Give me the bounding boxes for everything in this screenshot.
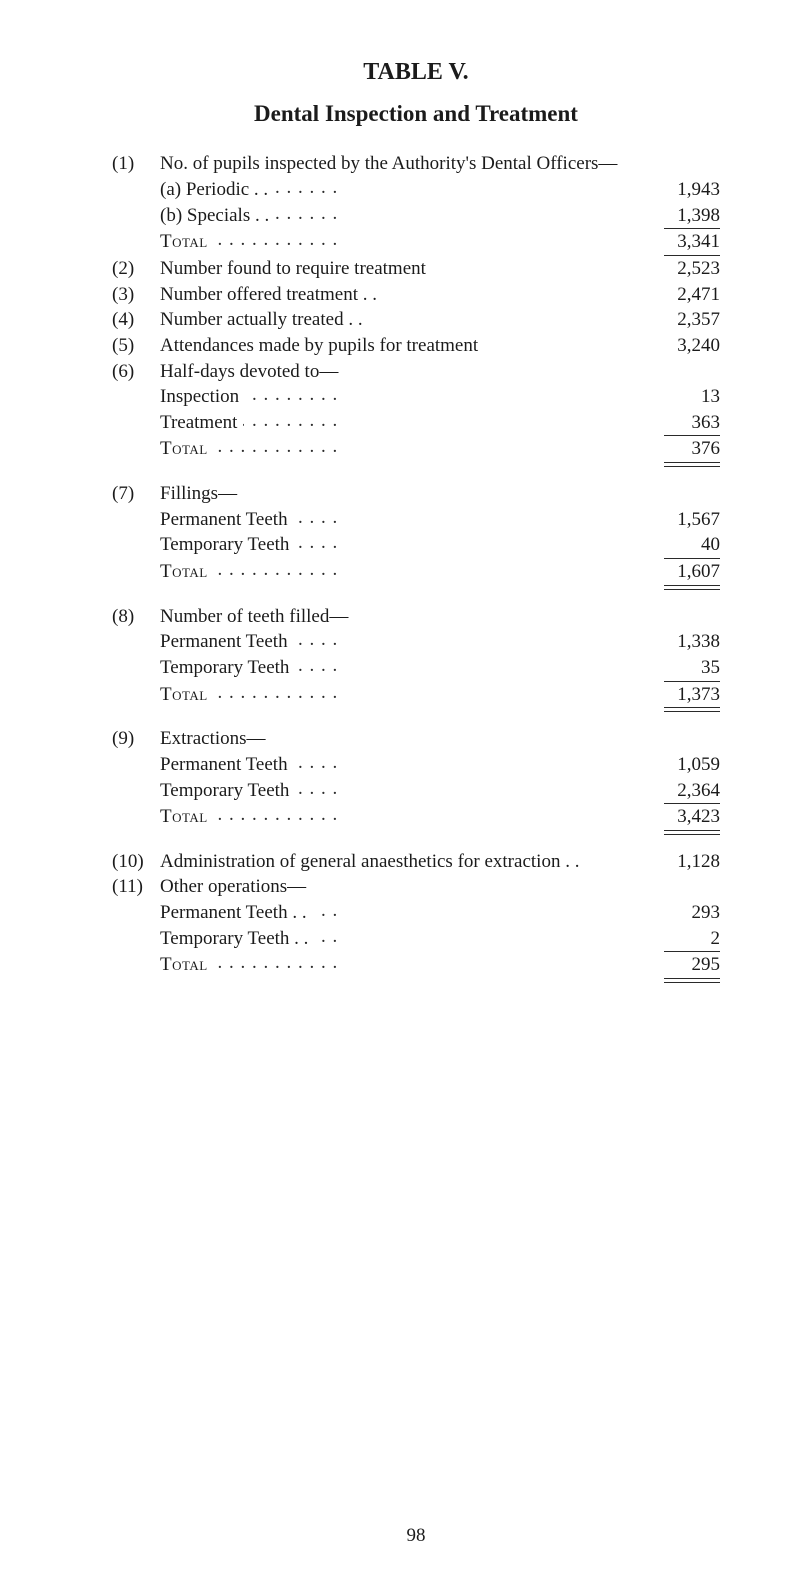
row-6a-label: Inspection	[160, 384, 634, 410]
row-11-total-val: 295	[634, 952, 720, 978]
row-8a-label: Permanent Teeth	[160, 629, 634, 655]
row-num-4: (4)	[112, 307, 160, 333]
double-rule	[664, 978, 720, 983]
row-1-total-label: Total	[160, 229, 634, 255]
row-8a-val: 1,338	[634, 629, 720, 655]
row-8b-val: 35	[634, 655, 720, 681]
row-6b-label: Treatment	[160, 410, 634, 436]
row-7a-val: 1,567	[634, 507, 720, 533]
row-8-label: Number of teeth filled—	[160, 604, 634, 630]
row-7-total-label: Total	[160, 559, 634, 585]
row-5-label: Attendances made by pupils for treatment	[160, 333, 634, 359]
dental-table: (1) No. of pupils inspected by the Autho…	[112, 151, 720, 983]
row-8-total-label: Total	[160, 682, 634, 708]
row-3-val: 2,471	[634, 282, 720, 308]
row-9a-val: 1,059	[634, 752, 720, 778]
row-num-11: (11)	[112, 874, 160, 900]
row-6-total-val: 376	[634, 436, 720, 462]
row-2-val: 2,523	[634, 256, 720, 282]
double-rule	[664, 830, 720, 835]
row-11a-val: 293	[634, 900, 720, 926]
row-1b-val: 1,398	[634, 203, 720, 229]
row-4-val: 2,357	[634, 307, 720, 333]
row-num-8: (8)	[112, 604, 160, 630]
row-num-6: (6)	[112, 359, 160, 385]
row-2-label: Number found to require treatment	[160, 256, 634, 282]
row-num-9: (9)	[112, 726, 160, 752]
row-7-label: Fillings—	[160, 481, 634, 507]
row-9b-val: 2,364	[634, 778, 720, 804]
row-num-7: (7)	[112, 481, 160, 507]
row-7b-label: Temporary Teeth	[160, 532, 634, 558]
row-9b-label: Temporary Teeth	[160, 778, 634, 804]
row-11-total-label: Total	[160, 952, 634, 978]
row-9-label: Extractions—	[160, 726, 634, 752]
row-6b-val: 363	[634, 410, 720, 436]
row-9-total-val: 3,423	[634, 804, 720, 830]
row-4-label: Number actually treated . .	[160, 307, 634, 333]
row-10-val: 1,128	[634, 849, 720, 875]
row-1-total-val: 3,341	[634, 229, 720, 255]
row-num-10: (10)	[112, 849, 160, 875]
row-1-val	[634, 151, 720, 177]
row-6-label: Half-days devoted to—	[160, 359, 634, 385]
row-6-total-label: Total	[160, 436, 634, 462]
double-rule	[664, 585, 720, 590]
row-8b-label: Temporary Teeth	[160, 655, 634, 681]
row-3-label: Number offered treatment . .	[160, 282, 634, 308]
row-9-total-label: Total	[160, 804, 634, 830]
row-num-2: (2)	[112, 256, 160, 282]
row-6a-val: 13	[634, 384, 720, 410]
row-1-header: No. of pupils inspected by the Authority…	[160, 151, 634, 177]
row-11b-label: Temporary Teeth . .	[160, 926, 634, 952]
table-title: TABLE V.	[112, 56, 720, 88]
row-11a-label: Permanent Teeth . .	[160, 900, 634, 926]
row-11b-val: 2	[634, 926, 720, 952]
double-rule	[664, 462, 720, 467]
row-7a-label: Permanent Teeth	[160, 507, 634, 533]
row-10-label: Administration of general anaesthetics f…	[160, 849, 634, 875]
row-num-5: (5)	[112, 333, 160, 359]
row-1a-val: 1,943	[634, 177, 720, 203]
row-5-val: 3,240	[634, 333, 720, 359]
double-rule	[664, 707, 720, 712]
row-1a-label: (a) Periodic . .	[160, 177, 634, 203]
row-7b-val: 40	[634, 532, 720, 558]
row-11-label: Other operations—	[160, 874, 634, 900]
row-num-3: (3)	[112, 282, 160, 308]
row-num-1: (1)	[112, 151, 160, 177]
row-7-total-val: 1,607	[634, 559, 720, 585]
row-8-total-val: 1,373	[634, 682, 720, 708]
page-number: 98	[112, 1523, 720, 1549]
row-9a-label: Permanent Teeth	[160, 752, 634, 778]
table-subtitle: Dental Inspection and Treatment	[112, 98, 720, 129]
row-1b-label: (b) Specials . .	[160, 203, 634, 229]
